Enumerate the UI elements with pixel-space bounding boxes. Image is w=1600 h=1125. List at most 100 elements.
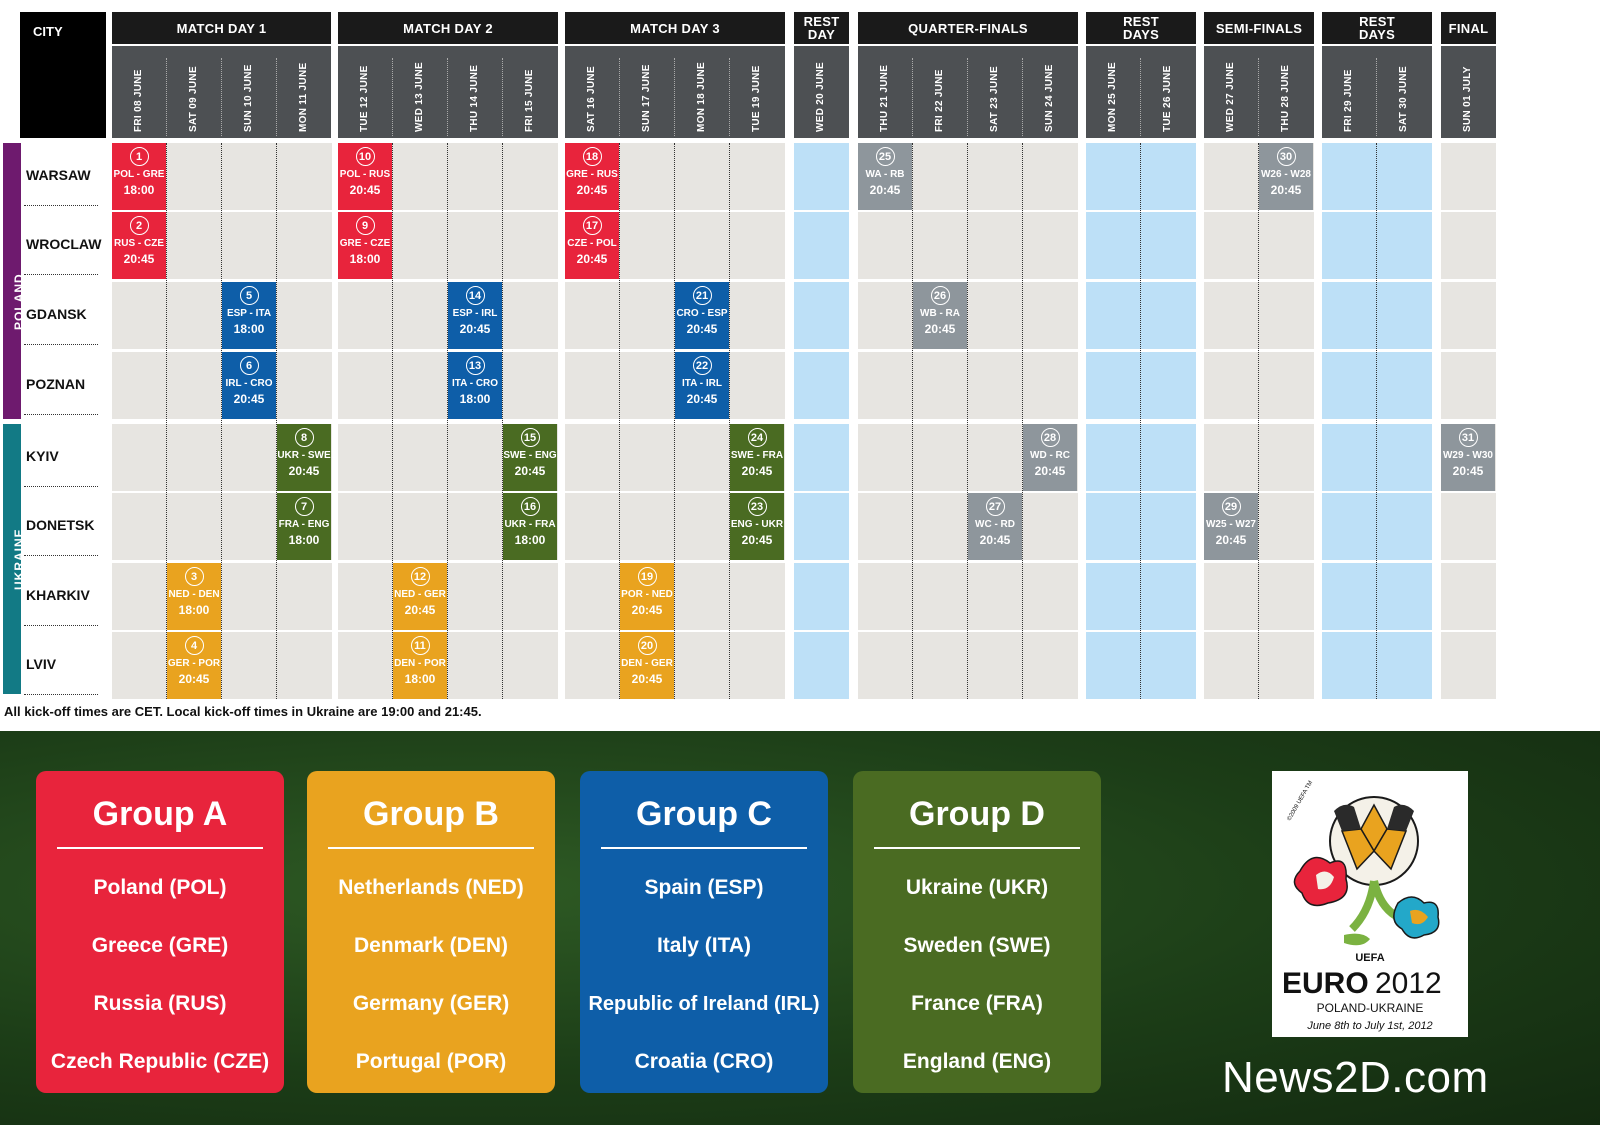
logo-year-text: 2012 (1375, 967, 1442, 1000)
match-cell[interactable]: 15 SWE - ENG 20:45 (503, 424, 557, 491)
schedule-cell (112, 563, 332, 630)
match-cell[interactable]: 18 GRE - RUS 20:45 (565, 143, 619, 210)
group-team: France (FRA) (911, 992, 1043, 1015)
match-cell[interactable]: 1 POL - GRE 18:00 (112, 143, 166, 210)
city-divider (24, 414, 98, 415)
match-cell[interactable]: 10 POL - RUS 20:45 (338, 143, 392, 210)
rest-cell (1086, 632, 1196, 699)
rest-days-header-1: REST DAYS (1086, 12, 1196, 44)
match-teams: ESP - IRL (452, 308, 498, 319)
match-teams: ESP - ITA (226, 308, 272, 319)
match-number-badge: 20 (637, 636, 657, 655)
final-header: FINAL (1441, 12, 1496, 44)
match-number-badge: 11 (410, 636, 430, 655)
city-divider (24, 274, 98, 275)
match-time: 18:00 (459, 392, 491, 406)
match-teams: GRE - RUS (566, 169, 618, 180)
schedule-cell (1441, 563, 1496, 630)
match-cell[interactable]: 3 NED - DEN 18:00 (167, 563, 221, 630)
day-divider (967, 143, 968, 699)
match-number-badge: 2 (129, 216, 149, 235)
match-teams: DEN - POR (394, 658, 446, 669)
match-cell[interactable]: 29 W25 - W27 20:45 (1204, 493, 1258, 560)
match-number-badge: 23 (747, 497, 767, 516)
schedule-cell (565, 563, 785, 630)
match-cell[interactable]: 12 NED - GER 20:45 (393, 563, 447, 630)
date-label: MON 11 JUNE (298, 62, 309, 132)
rest-cell (1322, 424, 1432, 491)
date-label: FRI 15 JUNE (524, 69, 535, 132)
date-label: MON 25 JUNE (1107, 62, 1118, 132)
match-number-badge: 18 (582, 147, 602, 166)
match-cell[interactable]: 28 WD - RC 20:45 (1023, 424, 1077, 491)
match-cell[interactable]: 17 CZE - POL 20:45 (565, 212, 619, 279)
match-cell[interactable]: 22 ITA - IRL 20:45 (675, 352, 729, 419)
match-cell[interactable]: 6 IRL - CRO 20:45 (222, 352, 276, 419)
match-cell[interactable]: 31 W29 - W30 20:45 (1441, 424, 1495, 491)
match-cell[interactable]: 2 RUS - CZE 20:45 (112, 212, 166, 279)
match-cell[interactable]: 13 ITA - CRO 18:00 (448, 352, 502, 419)
match-cell[interactable]: 24 SWE - FRA 20:45 (730, 424, 784, 491)
date-separator (502, 58, 503, 136)
rest-cell (794, 424, 849, 491)
match-teams: UKR - FRA (504, 519, 556, 530)
match-time: 20:45 (1034, 464, 1066, 478)
group-team: Russia (RUS) (93, 992, 227, 1015)
match-cell[interactable]: 26 WB - RA 20:45 (913, 282, 967, 349)
match-cell[interactable]: 19 POR - NED 20:45 (620, 563, 674, 630)
semi-finals-header: SEMI-FINALS (1204, 12, 1314, 44)
day-divider (1376, 143, 1377, 699)
match-time: 18:00 (233, 322, 265, 336)
schedule-cell (1441, 493, 1496, 560)
match-time: 20:45 (233, 392, 265, 406)
match-cell[interactable]: 11 DEN - POR 18:00 (393, 632, 447, 699)
match-cell[interactable]: 20 DEN - GER 20:45 (620, 632, 674, 699)
match-cell[interactable]: 7 FRA - ENG 18:00 (277, 493, 331, 560)
match-teams: WC - RD (975, 519, 1015, 530)
date-separator (967, 58, 968, 136)
date-group-md2 (338, 46, 558, 138)
match-cell[interactable]: 23 ENG - UKR 20:45 (730, 493, 784, 560)
rest-cell (1322, 282, 1432, 349)
city-divider (24, 205, 98, 206)
date-label: SAT 16 JUNE (586, 66, 597, 132)
match-cell[interactable]: 5 ESP - ITA 18:00 (222, 282, 276, 349)
match-cell[interactable]: 30 W26 - W28 20:45 (1259, 143, 1313, 210)
match-cell[interactable]: 27 WC - RD 20:45 (968, 493, 1022, 560)
match-time: 20:45 (576, 252, 608, 266)
match-teams: FRA - ENG (278, 519, 330, 530)
group-title: Group C (636, 795, 772, 833)
match-time: 20:45 (686, 392, 718, 406)
match-cell[interactable]: 14 ESP - IRL 20:45 (448, 282, 502, 349)
group-team: Poland (POL) (93, 876, 227, 899)
rest-cell (1086, 493, 1196, 560)
date-label: SAT 23 JUNE (989, 66, 1000, 132)
date-separator (447, 58, 448, 136)
match-cell[interactable]: 8 UKR - SWE 20:45 (277, 424, 331, 491)
match-cell[interactable]: 21 CRO - ESP 20:45 (675, 282, 729, 349)
rest-cell (1086, 424, 1196, 491)
city-header-cell (20, 12, 106, 138)
match-time: 20:45 (741, 464, 773, 478)
schedule-cell (1204, 632, 1314, 699)
rest-cell (794, 632, 849, 699)
match-time: 20:45 (631, 672, 663, 686)
match-number-badge: 15 (520, 428, 540, 447)
day-divider (447, 143, 448, 699)
rest-cell (1322, 352, 1432, 419)
date-group-rest (794, 46, 849, 138)
match-time: 20:45 (178, 672, 210, 686)
date-label: THU 28 JUNE (1280, 64, 1291, 132)
city-label: KYIV (26, 448, 59, 464)
match-cell[interactable]: 9 GRE - CZE 18:00 (338, 212, 392, 279)
match-cell[interactable]: 16 UKR - FRA 18:00 (503, 493, 557, 560)
match-number-badge: 31 (1458, 428, 1478, 447)
schedule-cell (858, 352, 1078, 419)
schedule-cell (1441, 143, 1496, 210)
match-cell[interactable]: 4 GER - POR 20:45 (167, 632, 221, 699)
match-cell[interactable]: 25 WA - RB 20:45 (858, 143, 912, 210)
city-label: WROCLAW (26, 236, 102, 252)
match-teams: GER - POR (167, 658, 221, 669)
date-label: FRI 29 JUNE (1343, 69, 1354, 132)
match-teams: IRL - CRO (225, 378, 273, 389)
